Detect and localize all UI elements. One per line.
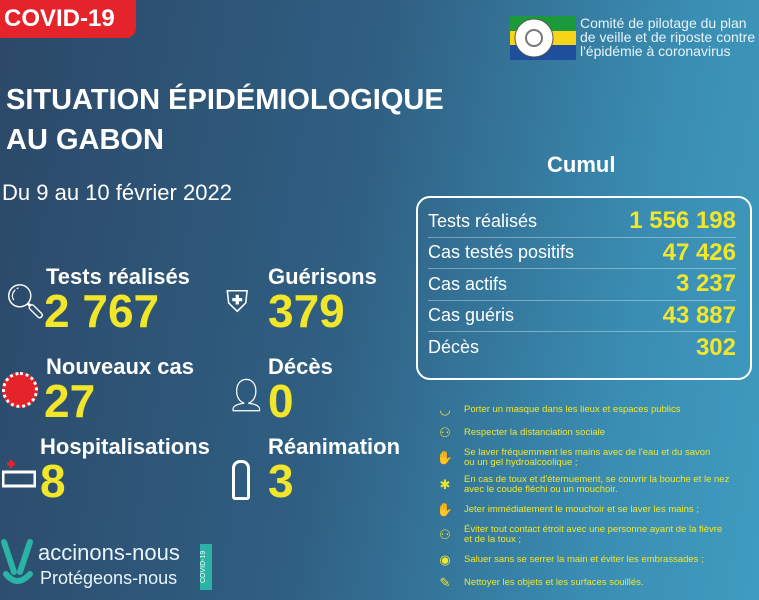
row-value: 43 887 [662, 301, 736, 329]
stat-label: Tests réalisés [46, 264, 190, 289]
row-label: Décès [428, 337, 480, 358]
row-label: Cas testés positifs [428, 242, 575, 263]
sneeze-icon: ✱ [439, 477, 451, 492]
hospital-bed-icon [2, 460, 36, 488]
title-line-1: SITUATION ÉPIDÉMIOLOGIQUE [6, 84, 444, 116]
advice-text: et de la toux ; [464, 534, 522, 545]
table-row: Cas guéris 43 887 [428, 301, 736, 332]
advice-item: ◡ Porter un masque dans les lieux et espa… [436, 402, 756, 418]
person-cross-icon: 👤︎ [226, 377, 267, 413]
covid-badge: COVID-19 [0, 0, 136, 38]
advice-item: ⚇ Éviter tout contact étroit avec une per… [436, 525, 756, 545]
stat-value: 3 [268, 455, 294, 507]
row-label: Cas guéris [428, 305, 515, 326]
title-line-2: AU GABON [6, 124, 164, 156]
magnifier-icon: 🔍︎ [4, 283, 48, 321]
advice-text: ou un gel hydroalcoolique ; [464, 457, 578, 468]
prevention-advice-list: ◡ Porter un masque dans les lieux et espa… [436, 402, 756, 598]
date-range: Du 9 au 10 février 2022 [2, 180, 232, 205]
advice-text: Respecter la distanciation sociale [464, 427, 605, 438]
stat-value: 8 [40, 455, 66, 507]
victory-hand-icon [1, 539, 33, 584]
virus-icon [2, 372, 38, 408]
advice-text: Se laver fréquemment les mains avec de l… [464, 447, 711, 458]
advice-text: Éviter tout contact étroit avec une pers… [464, 524, 723, 535]
table-row: Cas actifs 3 237 [428, 269, 736, 301]
handwash-icon: ✋ [436, 450, 454, 465]
advice-item: ✋ Se laver fréquemment les mains avec de … [436, 448, 756, 468]
stat-value: 0 [268, 375, 294, 427]
advice-item: ✎ Nettoyer les objets et les surfaces sou… [436, 575, 756, 591]
handwash-icon: ✋ [436, 502, 454, 517]
advice-text: Saluer sans se serrer la main et éviter … [464, 554, 704, 565]
stat-label: Décès [268, 354, 333, 379]
advice-item: ✋ Jeter immédiatement le mouchoir et se l… [436, 502, 756, 518]
campaign-line-2: Protégeons-nous [40, 568, 178, 588]
stat-label: Nouveaux cas [46, 354, 194, 379]
stat-label: Réanimation [268, 434, 401, 459]
advice-item: ⚇ Respecter la distanciation sociale [436, 425, 756, 441]
row-value: 47 426 [662, 238, 736, 266]
distance-icon: ⚇ [439, 527, 451, 542]
shield-medical-icon: ⛨ [226, 286, 249, 319]
page-title: SITUATION ÉPIDÉMIOLOGIQUE AU GABON [6, 80, 444, 160]
stat-label: Hospitalisations [40, 434, 210, 459]
row-label: Cas actifs [428, 273, 508, 294]
advice-item: ✱ En cas de toux et d'éternuement, se cou… [436, 475, 756, 495]
mask-icon: ◡ [439, 402, 451, 417]
cumul-table: Tests réalisés 1 556 198 Cas testés posit… [416, 196, 752, 380]
stat-label: Guérisons [268, 264, 377, 289]
oxygen-tank-icon [232, 460, 250, 500]
covid-tag: COVID-19 [200, 544, 212, 590]
row-label: Tests réalisés [428, 210, 538, 231]
stat-value: 27 [44, 375, 96, 427]
org-line: l'épidémie à coronavirus [580, 43, 731, 59]
org-line: Comité de pilotage du plan [580, 15, 747, 31]
advice-text: Jeter immédiatement le mouchoir et se la… [464, 504, 699, 515]
gabon-flag-logo [510, 16, 576, 60]
distance-icon: ⚇ [439, 425, 451, 440]
row-value: 1 556 198 [629, 207, 736, 235]
row-value: 3 237 [675, 270, 736, 298]
vaccination-campaign: accinons-nous Protégeons-nous COVID-19 [0, 538, 220, 598]
campaign-line-1: accinons-nous [38, 540, 180, 565]
cumul-title: Cumul [547, 152, 616, 177]
table-row: Cas testés positifs 47 426 [428, 238, 736, 269]
advice-text: Nettoyer les objets et les surfaces soui… [464, 577, 644, 588]
stat-value: 379 [268, 285, 345, 337]
advice-text: Porter un masque dans les lieux et espac… [464, 404, 681, 415]
advice-text: avec le coude fléchi ou un mouchoir. [464, 484, 618, 495]
organization-name: Comité de pilotage du plan de veille et … [580, 16, 755, 58]
row-value: 302 [695, 333, 736, 361]
advice-text: En cas de toux et d'éternuement, se couv… [464, 474, 730, 485]
table-row: Décès 302 [428, 332, 736, 364]
org-line: de veille et de riposte contre [580, 29, 756, 45]
cleaning-icon: ✎ [439, 575, 451, 590]
greeting-icon: ◉ [439, 552, 451, 567]
stat-value: 2 767 [44, 285, 160, 337]
advice-item: ◉ Saluer sans se serrer la main et éviter… [436, 552, 756, 568]
table-row: Tests réalisés 1 556 198 [428, 206, 736, 238]
